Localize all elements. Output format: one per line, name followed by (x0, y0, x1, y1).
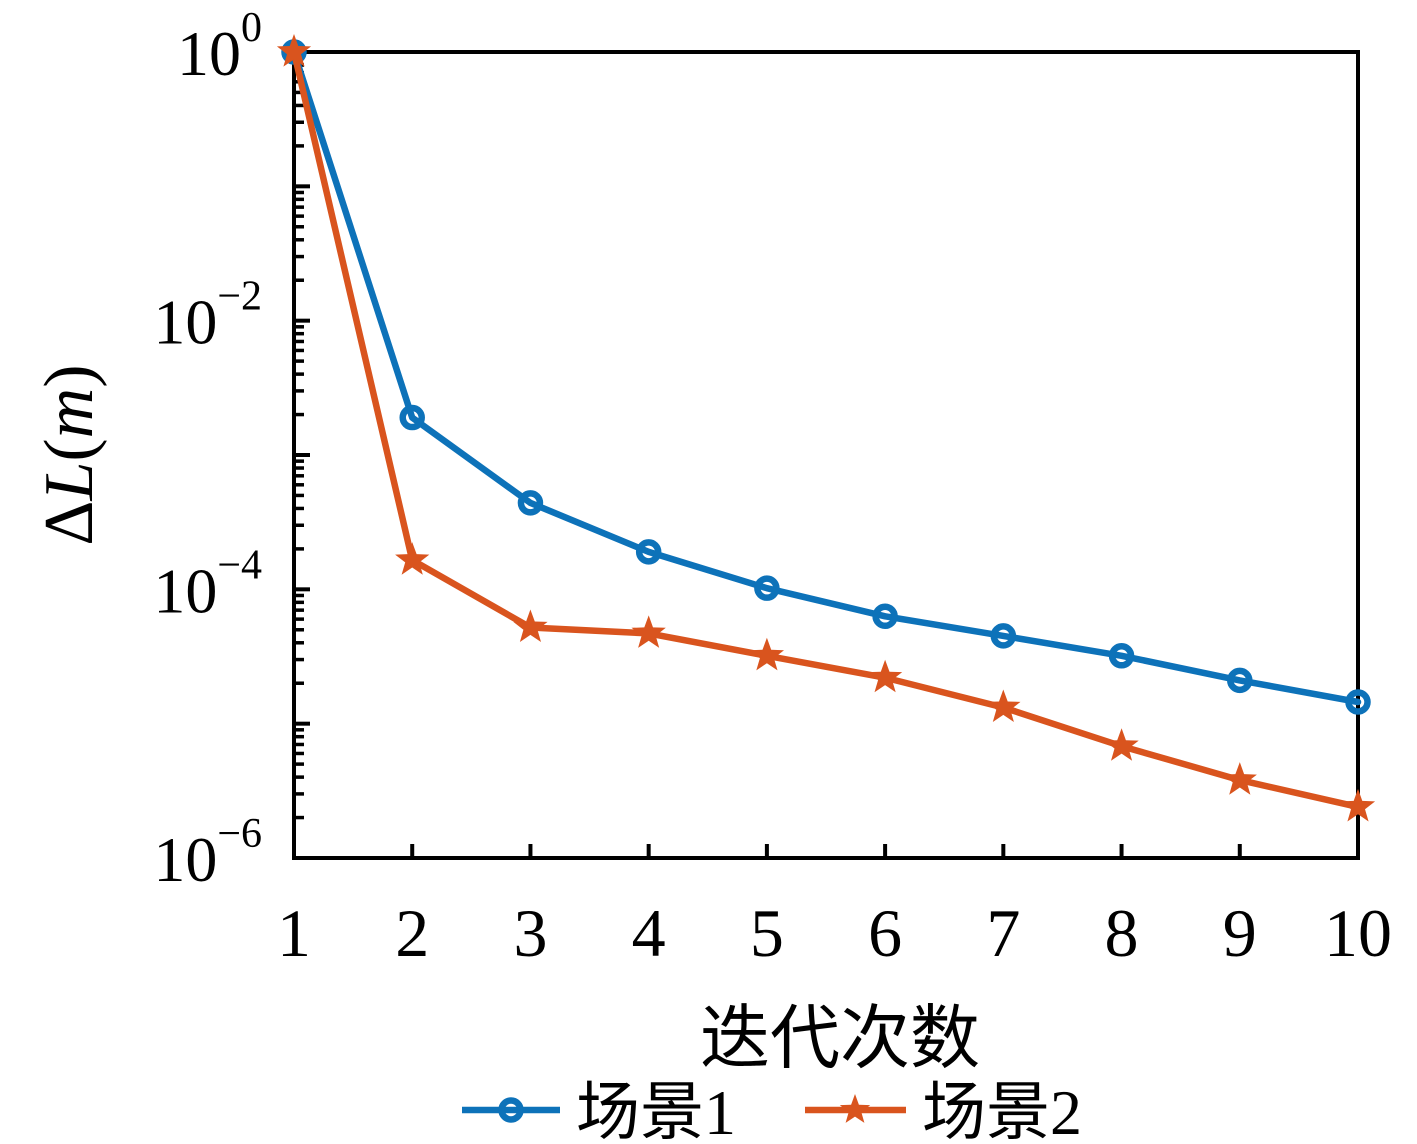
circle-marker (1345, 689, 1371, 715)
legend-label-scenario1: 场景1 (576, 1077, 736, 1144)
x-tick-label: 10 (1324, 895, 1392, 971)
y-tick-label: 10−4 (153, 542, 262, 626)
x-tick-label: 7 (986, 895, 1020, 971)
series-line-场景1 (290, 48, 1362, 706)
circle-marker (754, 575, 780, 601)
star-marker (749, 637, 784, 671)
circle-marker (635, 539, 662, 565)
y-tick-label: 10−2 (153, 274, 262, 358)
y-minor-ticks (296, 56, 304, 820)
star-marker (513, 609, 548, 642)
circle-marker (872, 603, 898, 630)
legend-label-scenario2: 场景2 (922, 1077, 1082, 1144)
legend-circle-marker (498, 1097, 524, 1123)
series-group (276, 34, 1376, 822)
circle-marker (1108, 643, 1135, 669)
y-tick-label: 100 (177, 5, 262, 89)
star-marker (631, 615, 666, 648)
circle-marker (990, 623, 1017, 649)
x-ticks (292, 844, 1360, 856)
y-tick-labels: 100 10−2 10−4 10−6 (153, 5, 262, 895)
plot-border (292, 50, 1360, 860)
star-marker (276, 34, 312, 67)
star-marker (1104, 728, 1139, 761)
star-marker (395, 542, 430, 575)
star-marker (986, 689, 1021, 722)
x-tick-label: 9 (1223, 895, 1257, 971)
x-tick-label: 4 (632, 895, 666, 971)
x-tick-label: 1 (277, 895, 311, 971)
x-axis-label: 迭代次数 (700, 1001, 980, 1078)
circle-marker (517, 490, 544, 516)
x-tick-label: 3 (513, 895, 547, 971)
x-tick-labels: 1 2 3 4 5 6 7 8 9 10 (277, 895, 1392, 971)
legend-star-marker (839, 1094, 871, 1123)
x-tick-label: 6 (868, 895, 902, 971)
circle-marker (1227, 667, 1253, 694)
x-tick-label: 5 (750, 895, 784, 971)
star-marker (1340, 788, 1376, 822)
circle-marker (399, 404, 425, 431)
star-marker (868, 659, 903, 693)
y-tick-label: 10−6 (153, 811, 262, 895)
series-line-场景2 (290, 48, 1362, 811)
x-tick-label: 8 (1105, 895, 1139, 971)
y-axis-label: ΔL(m) (31, 364, 108, 545)
star-marker (1222, 762, 1257, 795)
legend: 场景1 场景2 (462, 1077, 1082, 1144)
x-tick-label: 2 (395, 895, 429, 971)
